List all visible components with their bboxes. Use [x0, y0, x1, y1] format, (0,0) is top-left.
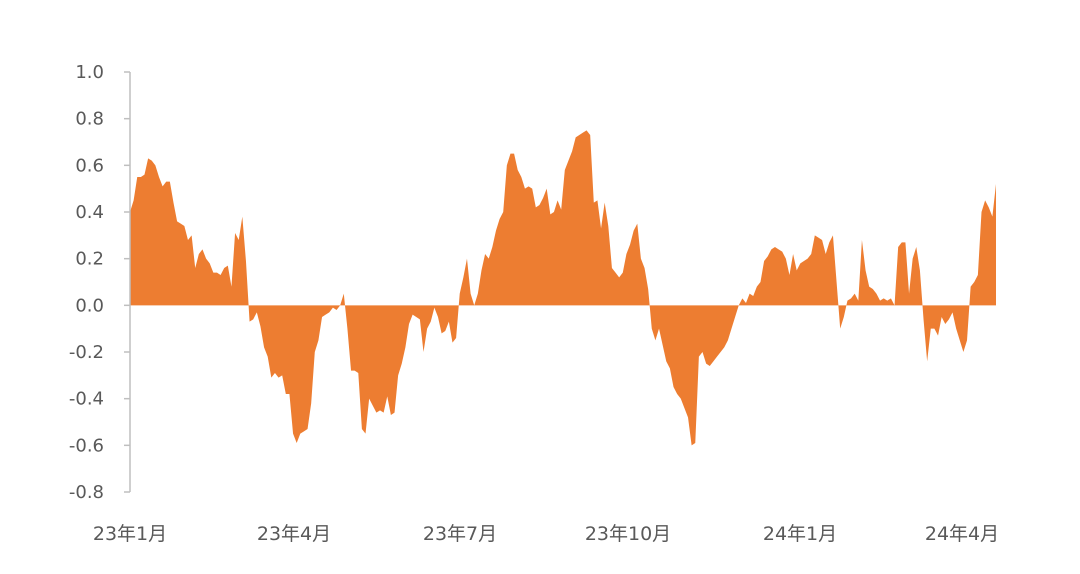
- y-tick-label: 1.0: [75, 62, 104, 83]
- y-tick-label: 0.0: [75, 295, 104, 316]
- x-tick-label: 24年4月: [925, 523, 999, 545]
- x-tick-label: 23年10月: [585, 523, 671, 545]
- y-tick-label: 0.2: [75, 249, 104, 270]
- y-tick-label: 0.6: [75, 155, 104, 176]
- y-tick-label: -0.2: [69, 342, 104, 363]
- y-tick-label: -0.8: [69, 482, 104, 503]
- y-tick-labels: 1.0 0.8 0.6 0.4 0.2 0.0 -0.2 -0.4 -0.6 -0.8: [69, 62, 104, 503]
- axes: [124, 71, 131, 493]
- x-tick-labels: 23年1月 23年4月 23年7月 23年10月 24年1月 24年4月: [93, 523, 999, 545]
- y-tick-label: -0.4: [69, 389, 104, 410]
- x-tick-label: 23年4月: [257, 523, 331, 545]
- area-fill: [130, 130, 996, 446]
- y-tick-label: -0.6: [69, 435, 104, 456]
- area-series: [130, 130, 996, 446]
- y-tick-label: 0.4: [75, 202, 104, 223]
- x-tick-label: 23年1月: [93, 523, 167, 545]
- y-tick-label: 0.8: [75, 109, 104, 130]
- x-tick-label: 23年7月: [423, 523, 497, 545]
- x-tick-label: 24年1月: [763, 523, 837, 545]
